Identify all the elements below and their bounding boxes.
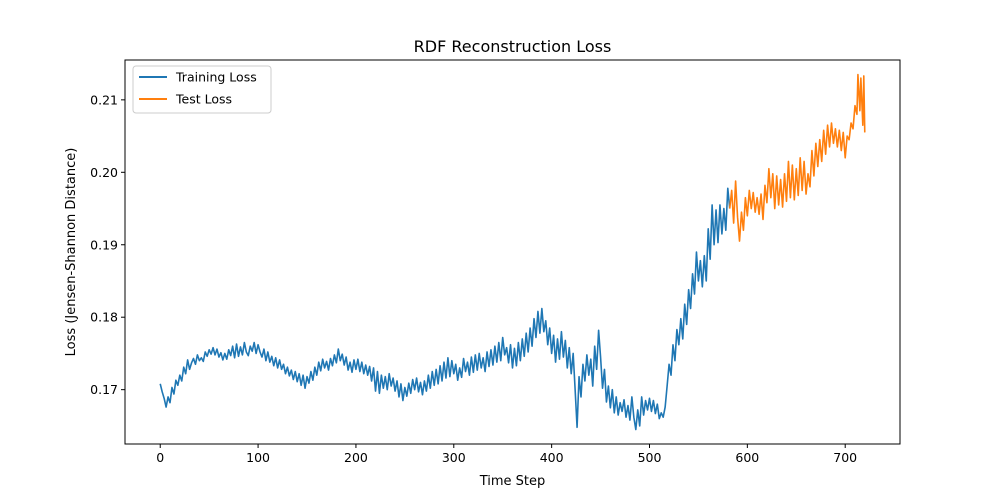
y-tick-label: 0.19 <box>90 237 118 252</box>
y-axis-label: Loss (Jensen-Shannon Distance) <box>64 148 79 357</box>
x-tick-label: 100 <box>246 450 270 465</box>
x-tick-label: 0 <box>156 450 164 465</box>
x-tick-label: 400 <box>540 450 564 465</box>
series-line-test-loss <box>728 73 866 242</box>
chart-title: RDF Reconstruction Loss <box>414 37 612 56</box>
series-line-training-loss <box>159 187 731 431</box>
plot-area <box>124 59 901 445</box>
legend-box <box>132 65 272 114</box>
y-tick-label: 0.20 <box>90 165 118 180</box>
plot-frame <box>124 59 901 445</box>
series-layer <box>159 73 866 431</box>
y-tick-label: 0.21 <box>90 92 118 107</box>
x-tick-label: 300 <box>442 450 466 465</box>
y-tick-label: 0.17 <box>90 382 118 397</box>
x-axis-label: Time Step <box>479 474 546 489</box>
y-axis: 0.17 0.18 0.19 0.20 0.21 <box>90 92 125 397</box>
x-tick-label: 200 <box>344 450 368 465</box>
y-tick-label: 0.18 <box>90 310 118 325</box>
x-tick-label: 600 <box>735 450 759 465</box>
legend-label-test-loss: Test Loss <box>175 92 232 107</box>
legend-label-training-loss: Training Loss <box>175 70 257 85</box>
legend: Training Loss Test Loss <box>132 65 272 114</box>
x-axis: 0 100 200 300 400 500 600 700 <box>156 444 857 465</box>
x-tick-label: 700 <box>833 450 857 465</box>
x-tick-label: 500 <box>638 450 662 465</box>
